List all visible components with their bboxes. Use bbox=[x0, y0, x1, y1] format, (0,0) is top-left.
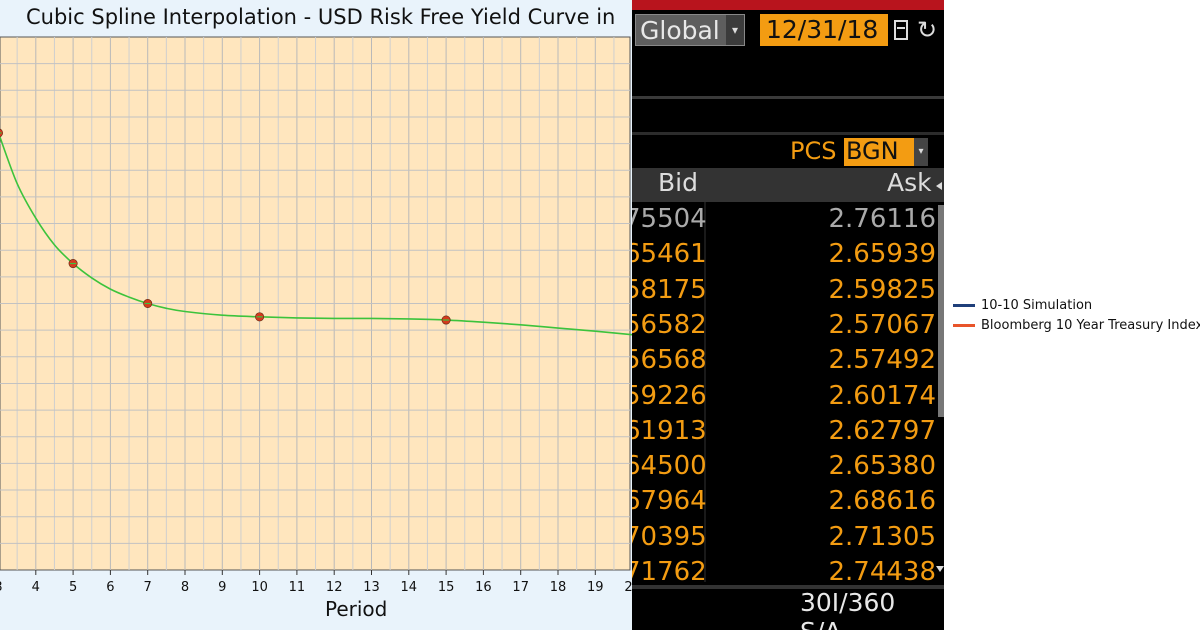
legend-label: 10-10 Simulation bbox=[981, 298, 1093, 313]
x-tick-label: 7 bbox=[144, 580, 152, 595]
bid-cell[interactable]: 64500 bbox=[632, 451, 707, 482]
scroll-down-icon[interactable] bbox=[936, 566, 944, 572]
x-tick-label: 19 bbox=[587, 580, 604, 595]
table-header-row: Bid Ask bbox=[632, 168, 944, 202]
x-tick-label: 13 bbox=[363, 580, 380, 595]
bid-column-header[interactable]: Bid bbox=[658, 168, 698, 197]
terminal-divider bbox=[632, 132, 944, 135]
x-tick-label: 5 bbox=[69, 580, 77, 595]
terminal-divider bbox=[632, 96, 944, 99]
x-tick-label: 12 bbox=[326, 580, 343, 595]
terminal-top-bar bbox=[632, 0, 944, 10]
x-tick-label: 10 bbox=[251, 580, 268, 595]
pcs-value: BGN bbox=[846, 137, 899, 165]
pcs-label: PCS bbox=[790, 137, 837, 165]
ask-cell[interactable]: 2.62797 bbox=[828, 415, 936, 446]
legend-item: 10-10 Simulation bbox=[953, 298, 1092, 314]
calendar-icon[interactable] bbox=[894, 20, 908, 40]
bid-cell[interactable]: 61913 bbox=[632, 415, 707, 446]
x-tick-label: 11 bbox=[289, 580, 306, 595]
ask-cell[interactable]: 2.59825 bbox=[828, 274, 936, 305]
region-dropdown[interactable]: Global ▾ bbox=[635, 14, 745, 46]
legend-swatch bbox=[953, 304, 975, 307]
bid-cell[interactable]: 67964 bbox=[632, 486, 707, 517]
series-layer bbox=[0, 128, 632, 336]
ask-cell[interactable]: 2.76116 bbox=[828, 204, 936, 234]
x-tick-label: 15 bbox=[438, 580, 455, 595]
ask-cell[interactable]: 2.57067 bbox=[828, 309, 936, 340]
x-tick-label: 16 bbox=[475, 580, 492, 595]
dropdown-arrow-icon[interactable]: ▾ bbox=[726, 15, 744, 45]
legend-label: Bloomberg 10 Year Treasury Index bbox=[981, 318, 1200, 333]
x-tick-label: 20 bbox=[624, 580, 632, 595]
ask-column-header[interactable]: Ask bbox=[887, 168, 932, 197]
spline-chart: 3 4 5 6 7 8 9 10 11 12 13 14 15 16 17 18 19 20 bbox=[0, 36, 632, 595]
x-tick-label: 17 bbox=[512, 580, 529, 595]
x-axis-ticks: 3 4 5 6 7 8 9 10 11 12 13 14 15 16 17 18 19 20 bbox=[0, 570, 632, 595]
region-dropdown-label: Global bbox=[640, 16, 720, 45]
x-tick-label: 8 bbox=[181, 580, 189, 595]
spline-chart-panel: Cubic Spline Interpolation - USD Risk Fr… bbox=[0, 0, 632, 630]
bid-cell[interactable]: 56582 bbox=[632, 309, 707, 340]
refresh-icon[interactable]: ↻ bbox=[917, 16, 938, 44]
x-tick-label: 3 bbox=[0, 580, 3, 595]
ask-cell[interactable]: 2.68616 bbox=[828, 486, 936, 517]
legend-swatch bbox=[953, 324, 975, 327]
column-divider bbox=[704, 202, 706, 582]
bid-cell[interactable]: 70395 bbox=[632, 521, 707, 552]
bid-cell[interactable]: 58175 bbox=[632, 274, 707, 305]
spline-curve bbox=[0, 134, 632, 336]
bid-cell[interactable]: 75504 bbox=[632, 204, 707, 234]
scroll-left-icon[interactable] bbox=[936, 182, 942, 190]
ask-cell[interactable]: 2.71305 bbox=[828, 521, 936, 552]
x-tick-label: 6 bbox=[106, 580, 114, 595]
dropdown-arrow-icon[interactable]: ▾ bbox=[914, 138, 928, 166]
x-tick-label: 9 bbox=[218, 580, 226, 595]
bid-cell[interactable]: 65461 bbox=[632, 239, 707, 270]
ask-cell[interactable]: 2.65380 bbox=[828, 451, 936, 482]
x-axis-label: Period bbox=[325, 597, 388, 621]
scrollbar[interactable] bbox=[938, 205, 944, 417]
date-value: 12/31/18 bbox=[766, 15, 879, 44]
chart-title: Cubic Spline Interpolation - USD Risk Fr… bbox=[26, 5, 616, 29]
legend-item: Bloomberg 10 Year Treasury Index bbox=[953, 318, 1200, 334]
ask-cell[interactable]: 2.65939 bbox=[828, 239, 936, 270]
bloomberg-terminal-panel: Global ▾ 12/31/18 ↻ PCS BGN ▾ Bid Ask 75… bbox=[632, 0, 944, 630]
date-field[interactable]: 12/31/18 bbox=[760, 14, 888, 46]
bid-cell[interactable]: 59226 bbox=[632, 380, 707, 411]
ask-cell[interactable]: 2.60174 bbox=[828, 380, 936, 411]
x-tick-label: 18 bbox=[550, 580, 567, 595]
ask-cell[interactable]: 2.74438 bbox=[828, 557, 936, 587]
x-tick-label: 4 bbox=[32, 580, 40, 595]
terminal-divider bbox=[632, 585, 944, 589]
bid-cell[interactable]: 56568 bbox=[632, 345, 707, 376]
grid-lines bbox=[0, 37, 630, 570]
bid-cell[interactable]: 71762 bbox=[632, 557, 707, 587]
ask-cell[interactable]: 2.57492 bbox=[828, 345, 936, 376]
pcs-dropdown[interactable]: BGN ▾ bbox=[844, 137, 928, 166]
day-count-convention: 30I/360 S/A bbox=[800, 588, 896, 630]
x-tick-label: 14 bbox=[401, 580, 418, 595]
